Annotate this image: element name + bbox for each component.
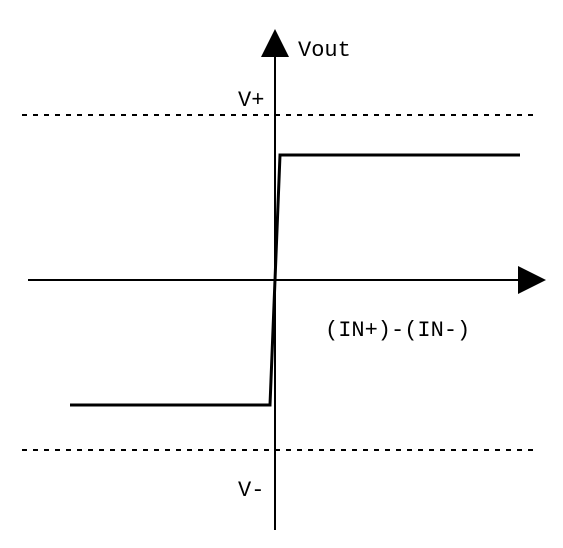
x-axis-label: (IN+)-(IN-) — [325, 318, 470, 343]
diagram-canvas — [0, 0, 563, 548]
upper-rail-label: V+ — [238, 88, 264, 113]
y-axis-label: Vout — [298, 38, 351, 63]
lower-rail-label: V- — [238, 478, 264, 503]
